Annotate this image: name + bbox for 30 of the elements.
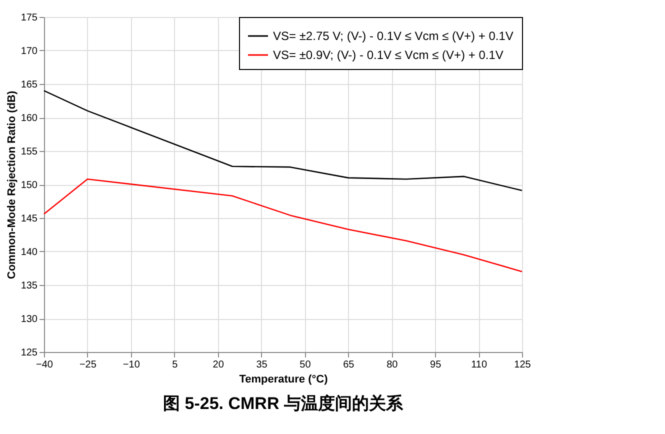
text: 图 5-25. CMRR 与温度间的关系 <box>163 394 404 413</box>
y-tick-label: 175 <box>20 12 38 24</box>
x-tick-label: 80 <box>386 360 398 370</box>
x-tick-label: 20 <box>212 360 224 370</box>
y-tick-label: 170 <box>20 46 38 57</box>
y-tick-label: 145 <box>20 214 38 224</box>
x-tick-label: 65 <box>343 360 355 370</box>
y-tick-label: 135 <box>20 280 38 292</box>
y-axis-title: Common-Mode Rejection Ratio (dB) <box>6 90 18 280</box>
x-tick-label: −10 <box>122 360 140 370</box>
y-tick-label: 150 <box>20 180 38 191</box>
line-series <box>43 178 523 272</box>
y-tick-label: 155 <box>20 146 38 158</box>
x-tick-label: 35 <box>256 360 268 370</box>
x-tick-label: −25 <box>79 360 97 370</box>
y-tick-label: 130 <box>20 314 38 325</box>
x-tick-label: 110 <box>471 360 488 370</box>
x-axis-title: Temperature (°C) <box>239 374 328 386</box>
y-tick-label: 125 <box>20 348 38 358</box>
legend-label: VS= ±2.75 V; (V-) - 0.1V ≤ Vcm ≤ (V+) + 0.1V <box>273 29 514 43</box>
x-tick-label: 95 <box>430 360 442 370</box>
line-series <box>43 90 523 192</box>
x-tick-label: 50 <box>300 360 312 370</box>
x-tick-label: 125 <box>514 360 532 370</box>
y-tick-label: 160 <box>20 113 38 124</box>
x-tick-label: 5 <box>172 360 178 370</box>
y-tick-label: 140 <box>20 247 38 258</box>
legend-label: VS= ±0.9V; (V-) - 0.1V ≤ Vcm ≤ (V+) + 0.1V <box>273 48 504 62</box>
y-tick-label: 165 <box>20 80 38 90</box>
x-tick-label: −40 <box>36 360 54 370</box>
